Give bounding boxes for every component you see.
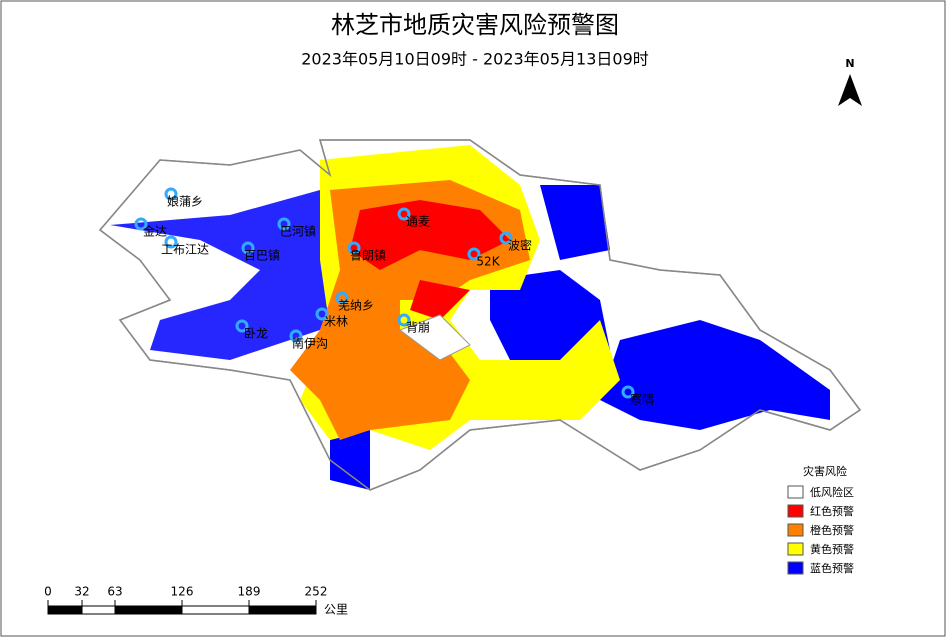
scale-label: 126 (171, 585, 194, 599)
scale-bar: 0 32 63 126 189 252 公里 (44, 585, 348, 617)
place-marker (347, 241, 361, 255)
place-label: 察隅 (630, 393, 654, 407)
scale-segment (248, 605, 317, 615)
scale-label: 32 (74, 585, 89, 599)
place-label: 52K (476, 255, 500, 269)
legend-label: 红色预警 (810, 504, 854, 518)
place-marker (164, 187, 178, 201)
legend-swatch (787, 485, 804, 499)
place-label: 卧龙 (244, 327, 268, 341)
legend-swatch (787, 542, 804, 556)
place-marker (241, 241, 255, 255)
scale-segment (47, 605, 83, 615)
place-label: 米林 (324, 315, 348, 329)
place-marker (134, 217, 148, 231)
legend-label: 低风险区 (810, 485, 854, 499)
map (98, 139, 862, 491)
legend-label: 蓝色预警 (810, 561, 854, 575)
legend-label: 橙色预警 (810, 523, 854, 537)
scale-unit: 公里 (324, 603, 348, 617)
scale-label: 189 (238, 585, 261, 599)
place-marker (235, 319, 249, 333)
legend-label: 黄色预警 (810, 542, 854, 556)
place-label: 通麦 (406, 215, 430, 229)
place-label: 羌纳乡 (338, 299, 374, 313)
scale-label: 252 (305, 585, 328, 599)
place-label: 南伊沟 (292, 336, 328, 351)
legend-swatch (787, 561, 804, 575)
place-label: 鲁朗镇 (350, 249, 386, 263)
legend-swatch (787, 504, 804, 518)
place-marker (621, 385, 635, 399)
place-label: 背崩 (406, 321, 430, 335)
scale-segment (81, 605, 116, 615)
place-marker (335, 291, 349, 305)
place-marker (397, 207, 411, 221)
place-label: 娘蒲乡 (167, 194, 203, 209)
scale-segment (114, 605, 183, 615)
legend-title: 灾害风险 (803, 464, 847, 478)
north-arrow: N (838, 57, 862, 106)
place-label: 百巴镇 (244, 249, 280, 263)
title: 林芝市地质灾害风险预警图 (331, 11, 619, 39)
north-label: N (845, 57, 854, 70)
place-marker (315, 307, 329, 321)
place-marker (467, 247, 481, 261)
scale-segment (181, 605, 250, 615)
place-label: 波密 (508, 238, 532, 253)
place-marker (277, 217, 291, 231)
place-label: 工布江达 (161, 243, 209, 257)
scale-label: 63 (107, 585, 122, 599)
place-marker (397, 313, 411, 327)
place-label: 巴河镇 (280, 225, 316, 239)
scale-label: 0 (44, 585, 52, 599)
place-label: 金达 (143, 224, 167, 239)
legend-swatch (787, 523, 804, 537)
subtitle: 2023年05月10日09时 - 2023年05月13日09时 (301, 50, 649, 69)
place-marker (164, 235, 178, 249)
place-marker (289, 329, 303, 343)
place-marker (499, 231, 513, 245)
